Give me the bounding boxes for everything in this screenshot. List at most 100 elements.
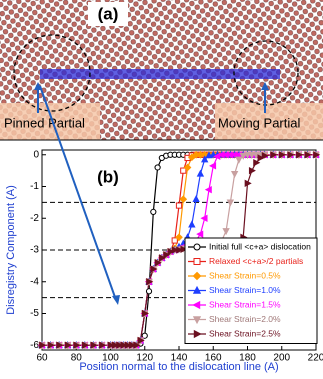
marker [201, 155, 209, 163]
marker [73, 341, 81, 349]
marker [183, 163, 192, 172]
legend-label: Shear Strain=2.5% [209, 328, 281, 338]
legend-label: Shear Strain=1.0% [209, 285, 281, 295]
marker [133, 341, 141, 349]
x-tick-label: 60 [36, 353, 48, 364]
marker [253, 159, 261, 167]
marker [154, 164, 161, 171]
pinned-circle [13, 34, 91, 112]
marker [141, 309, 149, 318]
marker [204, 185, 212, 194]
marker [129, 341, 137, 349]
marker [99, 341, 107, 349]
marker [193, 329, 202, 339]
label-bg [88, 2, 128, 26]
x-tick-label: 140 [171, 353, 188, 364]
marker [192, 195, 200, 203]
x-tick-label: 120 [136, 353, 153, 364]
marker [248, 151, 256, 159]
marker [176, 246, 184, 254]
marker [39, 341, 47, 349]
marker [230, 170, 239, 179]
marker [175, 233, 183, 242]
marker [90, 341, 98, 349]
y-tick-label: -4 [30, 276, 39, 287]
arrowhead [112, 295, 120, 305]
marker [304, 151, 312, 159]
marker [222, 228, 230, 236]
marker [252, 151, 260, 159]
marker [239, 152, 247, 160]
legend-label: Shear Strain=1.5% [209, 299, 281, 309]
marker [257, 154, 265, 162]
annotation: Moving Partial [218, 115, 300, 130]
marker [248, 166, 256, 175]
marker [192, 271, 202, 281]
marker [193, 243, 201, 251]
y-tick-label: -1 [30, 181, 39, 192]
marker [192, 300, 201, 310]
marker [270, 151, 278, 159]
marker [171, 237, 178, 244]
y-tick-label: -2 [30, 213, 39, 224]
x-tick-label: 100 [102, 353, 119, 364]
marker [180, 245, 188, 254]
label-bg [215, 103, 323, 140]
marker [116, 341, 124, 349]
marker [188, 220, 196, 228]
y-tick-label: -5 [30, 308, 39, 319]
marker [261, 152, 269, 160]
marker [192, 285, 202, 294]
marker [124, 341, 132, 349]
legend-label: Shear Strain=2.0% [209, 314, 281, 324]
x-tick-label: 80 [71, 353, 83, 364]
y-axis-label: Disregistry Component (A) [5, 185, 17, 315]
marker [175, 202, 183, 209]
marker [287, 151, 295, 159]
marker [180, 167, 187, 174]
arrowhead [261, 82, 269, 90]
legend-label: Shear Strain=0.5% [209, 270, 281, 280]
panel-label: (a) [98, 4, 119, 23]
x-axis-label: Position normal to the dislocation line … [79, 361, 278, 373]
marker [179, 195, 188, 204]
legend-label: Relaxed <c+a>/2 partials [209, 256, 303, 266]
label-bg [0, 103, 100, 140]
marker [196, 230, 204, 238]
x-tick-label: 180 [239, 353, 256, 364]
marker [64, 341, 72, 349]
marker [56, 341, 64, 349]
marker [200, 214, 208, 222]
annotation: Pinned Partial [4, 115, 85, 130]
marker [313, 151, 321, 159]
marker [111, 341, 119, 349]
marker [196, 169, 205, 177]
marker [226, 199, 235, 207]
dislocation-core [40, 69, 280, 79]
x-tick-label: 200 [273, 353, 290, 364]
marker [146, 278, 154, 286]
y-tick-label: -3 [30, 245, 39, 256]
marker [154, 259, 162, 267]
marker [167, 247, 175, 256]
marker [209, 162, 217, 170]
marker [120, 341, 128, 349]
marker [244, 179, 252, 188]
marker [193, 258, 201, 265]
marker [159, 254, 167, 262]
marker [243, 151, 252, 159]
panel-label: (b) [97, 167, 119, 186]
panel-b: 60 80 100 120 140 160 180 200 220 0 -1 -2 -3 -4 -5 -6 Po… [5, 149, 323, 373]
x-tick-label: 160 [205, 353, 222, 364]
marker [145, 288, 153, 295]
connector-arrow [39, 85, 117, 301]
marker [150, 265, 158, 273]
marker [107, 341, 115, 349]
marker [171, 246, 179, 254]
marker [47, 341, 55, 349]
legend-label: Initial full <c+a> dislocation [209, 241, 311, 251]
legend-box [184, 237, 318, 344]
marker [296, 151, 304, 159]
x-tick-label: 220 [308, 353, 323, 364]
